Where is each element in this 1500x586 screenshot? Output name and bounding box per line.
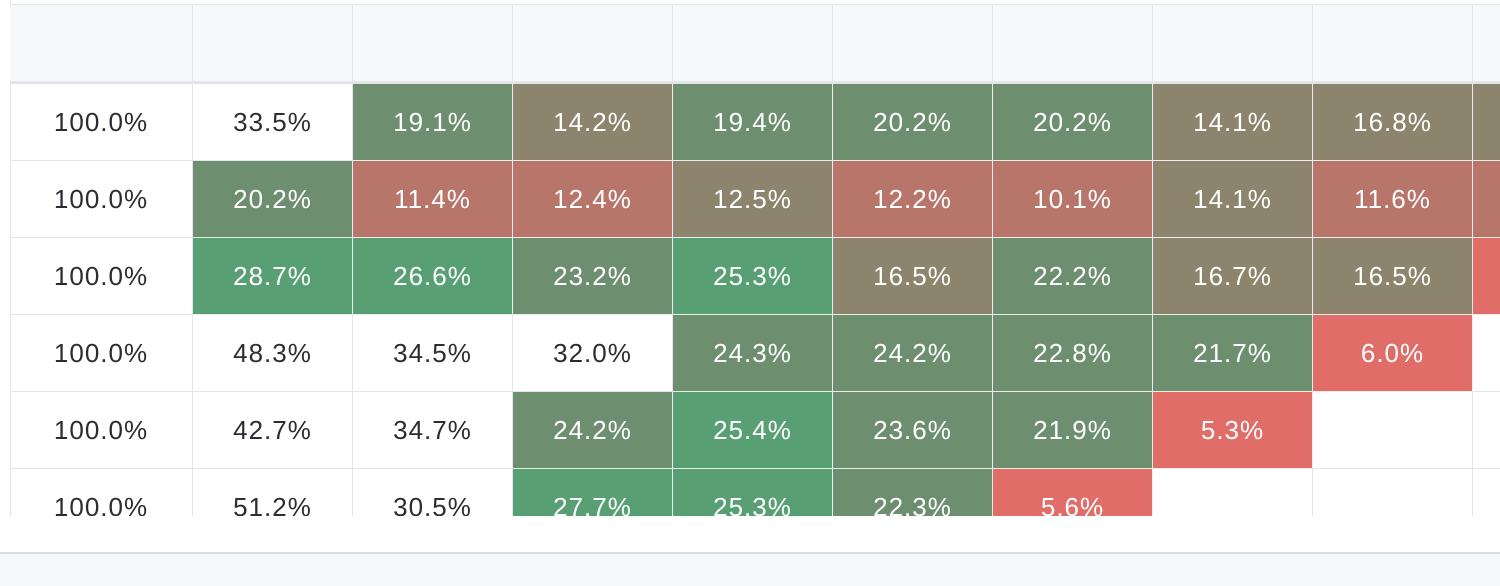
retention-cell[interactable]: 100.0% bbox=[10, 161, 193, 238]
retention-cell[interactable] bbox=[1313, 469, 1473, 516]
retention-cell[interactable]: 34.5% bbox=[353, 315, 513, 392]
retention-cell[interactable] bbox=[1473, 392, 1500, 469]
retention-cell[interactable]: 51.2% bbox=[193, 469, 353, 516]
retention-cell[interactable]: 100.0% bbox=[10, 392, 193, 469]
retention-cell[interactable]: 5.6% bbox=[993, 469, 1153, 516]
retention-cell[interactable] bbox=[1473, 469, 1500, 516]
header-cell bbox=[353, 5, 513, 81]
retention-cell[interactable]: 6.0% bbox=[1313, 315, 1473, 392]
retention-cell[interactable]: 24.2% bbox=[833, 315, 993, 392]
table-row: 100.0% 51.2% 30.5% 27.7% 25.3% 22.3% 5.6% bbox=[10, 469, 1500, 516]
footer-divider bbox=[0, 552, 1500, 554]
header-cell bbox=[673, 5, 833, 81]
retention-cell[interactable]: 14.1% bbox=[1153, 161, 1313, 238]
retention-table: 100.0% 33.5% 19.1% 14.2% 19.4% 20.2% 20.2% 14.1… bbox=[10, 4, 1500, 516]
header-cell bbox=[193, 5, 353, 81]
retention-cell[interactable]: 24.2% bbox=[513, 392, 673, 469]
retention-cell[interactable]: 100.0% bbox=[10, 84, 193, 161]
retention-cell[interactable]: 12.4% bbox=[513, 161, 673, 238]
retention-cell[interactable] bbox=[1473, 315, 1500, 392]
retention-cell[interactable]: 11.6% bbox=[1313, 161, 1473, 238]
retention-cell[interactable] bbox=[1473, 84, 1500, 161]
retention-cell[interactable]: 25.3% bbox=[673, 238, 833, 315]
retention-cell[interactable] bbox=[1153, 469, 1313, 516]
retention-cell[interactable]: 16.7% bbox=[1153, 238, 1313, 315]
table-row: 100.0% 48.3% 34.5% 32.0% 24.3% 24.2% 22.8% 21.7… bbox=[10, 315, 1500, 392]
table-body: 100.0% 33.5% 19.1% 14.2% 19.4% 20.2% 20.2% 14.1… bbox=[10, 84, 1500, 516]
retention-cell[interactable]: 48.3% bbox=[193, 315, 353, 392]
header-cell bbox=[1153, 5, 1313, 81]
header-cell bbox=[833, 5, 993, 81]
table-row: 100.0% 28.7% 26.6% 23.2% 25.3% 16.5% 22.2% 16.7… bbox=[10, 238, 1500, 315]
retention-cell[interactable] bbox=[1473, 238, 1500, 315]
retention-cell[interactable]: 27.7% bbox=[513, 469, 673, 516]
retention-cell[interactable]: 14.1% bbox=[1153, 84, 1313, 161]
retention-cell[interactable]: 33.5% bbox=[193, 84, 353, 161]
retention-cell[interactable]: 14.2% bbox=[513, 84, 673, 161]
retention-cell[interactable]: 16.5% bbox=[833, 238, 993, 315]
retention-cell[interactable]: 19.1% bbox=[353, 84, 513, 161]
table-row: 100.0% 42.7% 34.7% 24.2% 25.4% 23.6% 21.9% 5.3% bbox=[10, 392, 1500, 469]
retention-cell[interactable]: 19.4% bbox=[673, 84, 833, 161]
retention-cell[interactable]: 42.7% bbox=[193, 392, 353, 469]
table-left-border bbox=[10, 0, 11, 516]
retention-cell[interactable] bbox=[1473, 161, 1500, 238]
retention-cell[interactable]: 20.2% bbox=[993, 84, 1153, 161]
retention-cell[interactable]: 22.3% bbox=[833, 469, 993, 516]
retention-cell[interactable]: 22.8% bbox=[993, 315, 1153, 392]
retention-cell[interactable]: 25.4% bbox=[673, 392, 833, 469]
retention-cell[interactable]: 23.2% bbox=[513, 238, 673, 315]
table-header-row bbox=[10, 4, 1500, 84]
header-cell bbox=[1313, 5, 1473, 81]
retention-table-viewport[interactable]: 100.0% 33.5% 19.1% 14.2% 19.4% 20.2% 20.2% 14.1… bbox=[0, 0, 1500, 516]
retention-cell[interactable]: 100.0% bbox=[10, 469, 193, 516]
footer-bar bbox=[0, 554, 1500, 586]
retention-cell[interactable]: 12.2% bbox=[833, 161, 993, 238]
retention-cell[interactable]: 5.3% bbox=[1153, 392, 1313, 469]
retention-cell[interactable]: 34.7% bbox=[353, 392, 513, 469]
retention-cell[interactable]: 21.9% bbox=[993, 392, 1153, 469]
retention-cell[interactable]: 26.6% bbox=[353, 238, 513, 315]
retention-cell[interactable]: 23.6% bbox=[833, 392, 993, 469]
table-row: 100.0% 20.2% 11.4% 12.4% 12.5% 12.2% 10.1% 14.1… bbox=[10, 161, 1500, 238]
header-cell bbox=[1473, 5, 1500, 81]
table-row: 100.0% 33.5% 19.1% 14.2% 19.4% 20.2% 20.2% 14.1… bbox=[10, 84, 1500, 161]
retention-cell[interactable]: 100.0% bbox=[10, 315, 193, 392]
retention-cell[interactable]: 20.2% bbox=[833, 84, 993, 161]
retention-cell[interactable]: 30.5% bbox=[353, 469, 513, 516]
retention-cell[interactable] bbox=[1313, 392, 1473, 469]
retention-cell[interactable]: 10.1% bbox=[993, 161, 1153, 238]
retention-cell[interactable]: 22.2% bbox=[993, 238, 1153, 315]
retention-cell[interactable]: 100.0% bbox=[10, 238, 193, 315]
table-bottom-gap bbox=[0, 516, 1500, 552]
retention-cell[interactable]: 21.7% bbox=[1153, 315, 1313, 392]
retention-cell[interactable]: 32.0% bbox=[513, 315, 673, 392]
retention-cell[interactable]: 20.2% bbox=[193, 161, 353, 238]
retention-cell[interactable]: 28.7% bbox=[193, 238, 353, 315]
retention-cell[interactable]: 12.5% bbox=[673, 161, 833, 238]
retention-cell[interactable]: 11.4% bbox=[353, 161, 513, 238]
header-cell bbox=[513, 5, 673, 81]
header-cell bbox=[993, 5, 1153, 81]
header-cell bbox=[10, 5, 193, 81]
retention-cell[interactable]: 24.3% bbox=[673, 315, 833, 392]
retention-cell[interactable]: 25.3% bbox=[673, 469, 833, 516]
retention-cell[interactable]: 16.8% bbox=[1313, 84, 1473, 161]
retention-cell[interactable]: 16.5% bbox=[1313, 238, 1473, 315]
